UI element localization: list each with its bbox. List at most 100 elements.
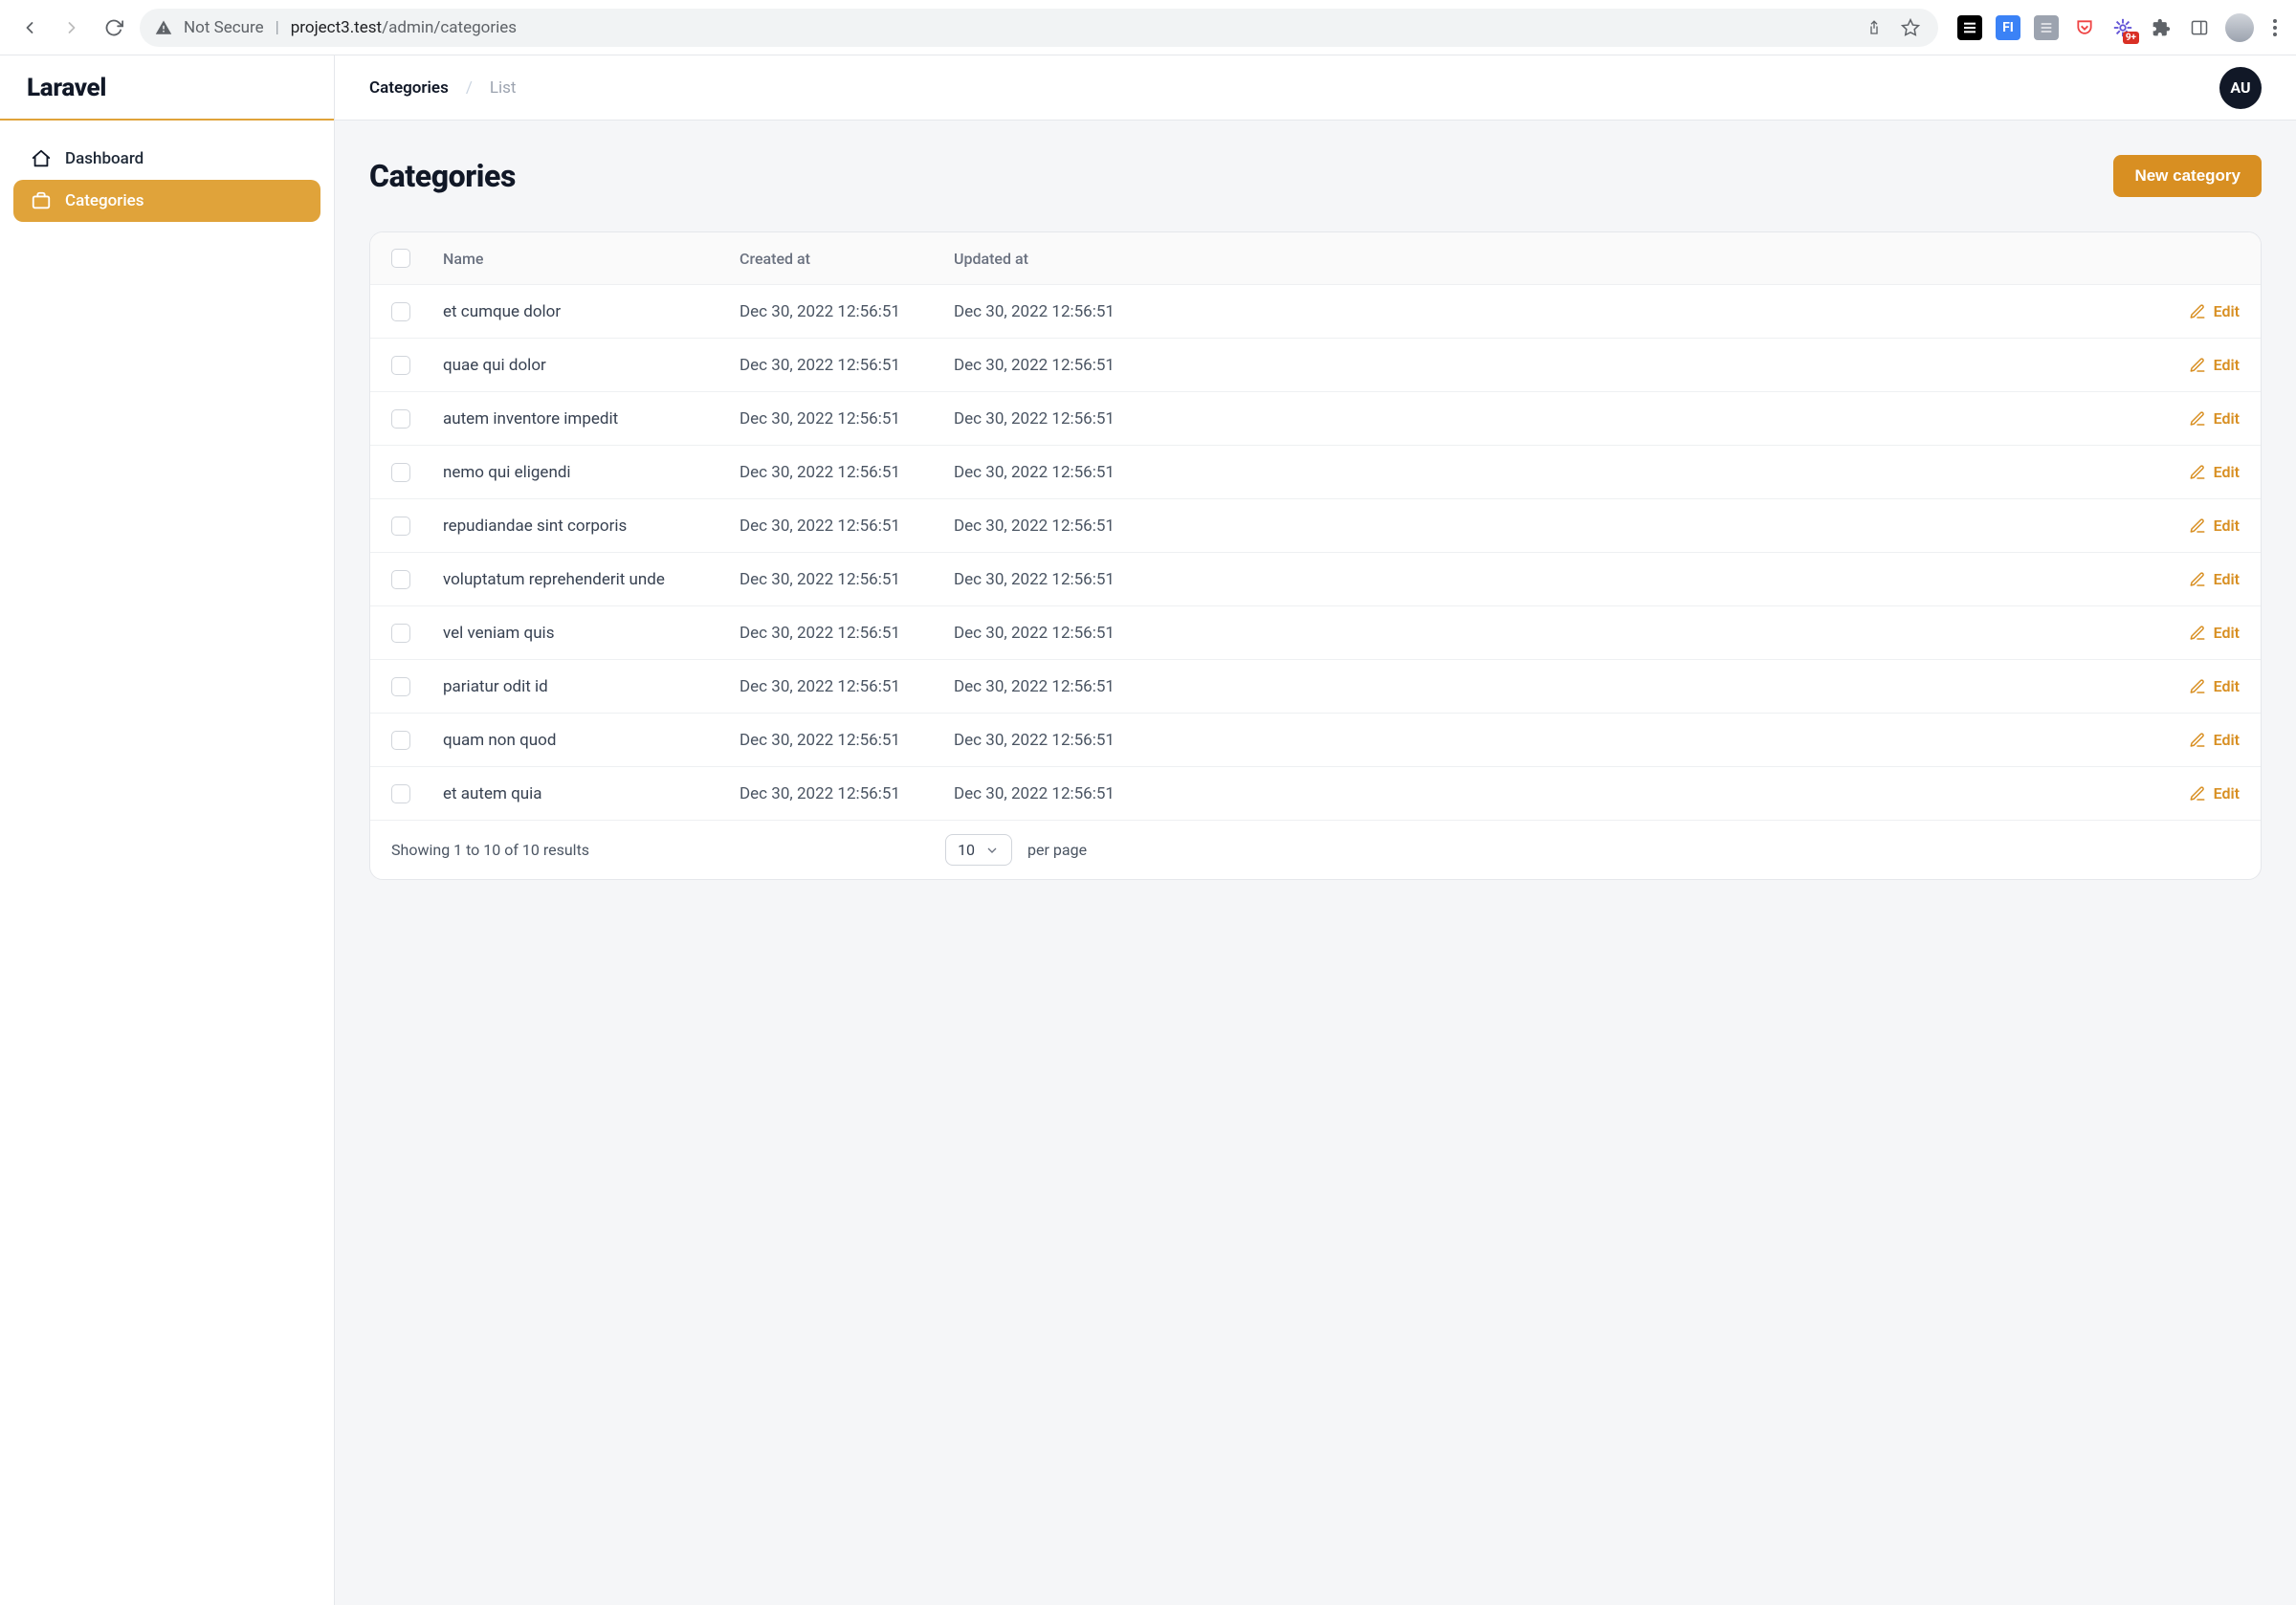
row-checkbox[interactable] <box>391 731 410 750</box>
row-checkbox[interactable] <box>391 624 410 643</box>
cell-updated: Dec 30, 2022 12:56:51 <box>954 409 1168 429</box>
row-checkbox[interactable] <box>391 463 410 482</box>
page-size-select[interactable]: 10 <box>945 834 1012 866</box>
cell-created: Dec 30, 2022 12:56:51 <box>740 570 954 589</box>
cell-created: Dec 30, 2022 12:56:51 <box>740 302 954 321</box>
table-row: vel veniam quisDec 30, 2022 12:56:51Dec … <box>370 605 2261 659</box>
brand-name[interactable]: Laravel <box>27 74 106 102</box>
browser-reload-button[interactable] <box>98 11 130 44</box>
cell-name: repudiandae sint corporis <box>443 517 740 536</box>
select-all-checkbox[interactable] <box>391 249 410 268</box>
row-checkbox[interactable] <box>391 517 410 536</box>
sidebar-nav: Dashboard Categories <box>0 121 334 239</box>
table-row: nemo qui eligendiDec 30, 2022 12:56:51De… <box>370 445 2261 498</box>
row-checkbox[interactable] <box>391 570 410 589</box>
bookmark-star-icon[interactable] <box>1898 15 1923 40</box>
pencil-icon <box>2189 785 2206 802</box>
edit-label: Edit <box>2214 784 2240 802</box>
cell-updated: Dec 30, 2022 12:56:51 <box>954 731 1168 750</box>
cell-created: Dec 30, 2022 12:56:51 <box>740 731 954 750</box>
cell-name: pariatur odit id <box>443 677 740 696</box>
row-checkbox[interactable] <box>391 784 410 803</box>
sidebar-item-label: Categories <box>65 191 144 210</box>
edit-button[interactable]: Edit <box>2189 463 2240 481</box>
edit-label: Edit <box>2214 463 2240 481</box>
edit-button[interactable]: Edit <box>2189 731 2240 749</box>
extension-fi-icon[interactable]: FI <box>1996 15 2020 40</box>
cell-updated: Dec 30, 2022 12:56:51 <box>954 677 1168 696</box>
row-checkbox[interactable] <box>391 409 410 429</box>
cell-name: et autem quia <box>443 784 740 803</box>
table-row: quae qui dolorDec 30, 2022 12:56:51Dec 3… <box>370 338 2261 391</box>
pencil-icon <box>2189 571 2206 588</box>
edit-button[interactable]: Edit <box>2189 624 2240 642</box>
extension-loom-icon[interactable]: 9+ <box>2110 15 2135 40</box>
browser-profile-avatar[interactable] <box>2225 13 2254 42</box>
edit-button[interactable]: Edit <box>2189 677 2240 695</box>
cell-name: vel veniam quis <box>443 624 740 643</box>
column-header-name[interactable]: Name <box>443 250 740 268</box>
cell-created: Dec 30, 2022 12:56:51 <box>740 784 954 803</box>
table-header: Name Created at Updated at <box>370 232 2261 284</box>
cell-updated: Dec 30, 2022 12:56:51 <box>954 784 1168 803</box>
table-row: pariatur odit idDec 30, 2022 12:56:51Dec… <box>370 659 2261 713</box>
topbar: Categories / List AU <box>335 55 2296 121</box>
user-avatar[interactable]: AU <box>2219 67 2262 109</box>
not-secure-icon <box>155 19 172 36</box>
cell-updated: Dec 30, 2022 12:56:51 <box>954 517 1168 536</box>
extension-pocket-icon[interactable] <box>2072 15 2097 40</box>
cell-updated: Dec 30, 2022 12:56:51 <box>954 463 1168 482</box>
row-checkbox[interactable] <box>391 677 410 696</box>
table-row: quam non quodDec 30, 2022 12:56:51Dec 30… <box>370 713 2261 766</box>
edit-button[interactable]: Edit <box>2189 517 2240 535</box>
cell-created: Dec 30, 2022 12:56:51 <box>740 677 954 696</box>
row-checkbox[interactable] <box>391 302 410 321</box>
edit-label: Edit <box>2214 624 2240 642</box>
cell-created: Dec 30, 2022 12:56:51 <box>740 356 954 375</box>
edit-button[interactable]: Edit <box>2189 409 2240 428</box>
edit-label: Edit <box>2214 356 2240 374</box>
edit-button[interactable]: Edit <box>2189 784 2240 802</box>
page-title: Categories <box>369 158 516 194</box>
breadcrumb-section[interactable]: Categories <box>369 78 449 98</box>
column-header-created[interactable]: Created at <box>740 250 954 268</box>
breadcrumb: Categories / List <box>369 78 516 98</box>
pencil-icon <box>2189 464 2206 481</box>
browser-forward-button[interactable] <box>55 11 88 44</box>
cell-created: Dec 30, 2022 12:56:51 <box>740 517 954 536</box>
side-panel-icon[interactable] <box>2187 15 2212 40</box>
browser-menu-icon[interactable] <box>2267 19 2283 36</box>
sidebar-item-categories[interactable]: Categories <box>13 180 320 222</box>
row-checkbox[interactable] <box>391 356 410 375</box>
cell-name: autem inventore impedit <box>443 409 740 429</box>
edit-button[interactable]: Edit <box>2189 570 2240 588</box>
home-icon <box>31 148 52 169</box>
cell-name: quae qui dolor <box>443 356 740 375</box>
extensions-puzzle-icon[interactable] <box>2149 15 2174 40</box>
browser-back-button[interactable] <box>13 11 46 44</box>
cell-updated: Dec 30, 2022 12:56:51 <box>954 302 1168 321</box>
edit-label: Edit <box>2214 731 2240 749</box>
table-footer: Showing 1 to 10 of 10 results 10 per pag… <box>370 820 2261 879</box>
share-icon[interactable] <box>1862 15 1887 40</box>
cell-created: Dec 30, 2022 12:56:51 <box>740 409 954 429</box>
table-body: et cumque dolorDec 30, 2022 12:56:51Dec … <box>370 284 2261 820</box>
cell-created: Dec 30, 2022 12:56:51 <box>740 463 954 482</box>
browser-omnibox[interactable]: Not Secure | project3.test/admin/categor… <box>140 9 1938 47</box>
pencil-icon <box>2189 678 2206 695</box>
extension-buffer-icon[interactable] <box>1957 15 1982 40</box>
cell-name: voluptatum reprehenderit unde <box>443 570 740 589</box>
per-page-label: per page <box>1027 841 1087 859</box>
pencil-icon <box>2189 625 2206 642</box>
extension-todoist-icon[interactable] <box>2034 15 2059 40</box>
edit-button[interactable]: Edit <box>2189 356 2240 374</box>
extension-badge: 9+ <box>2123 32 2139 44</box>
user-initials: AU <box>2230 78 2250 97</box>
column-header-updated[interactable]: Updated at <box>954 250 1168 268</box>
edit-button[interactable]: Edit <box>2189 302 2240 320</box>
new-category-button[interactable]: New category <box>2113 155 2262 197</box>
sidebar-item-dashboard[interactable]: Dashboard <box>13 138 320 180</box>
breadcrumb-separator: / <box>466 78 473 98</box>
chevron-down-icon <box>984 843 1000 858</box>
cell-created: Dec 30, 2022 12:56:51 <box>740 624 954 643</box>
